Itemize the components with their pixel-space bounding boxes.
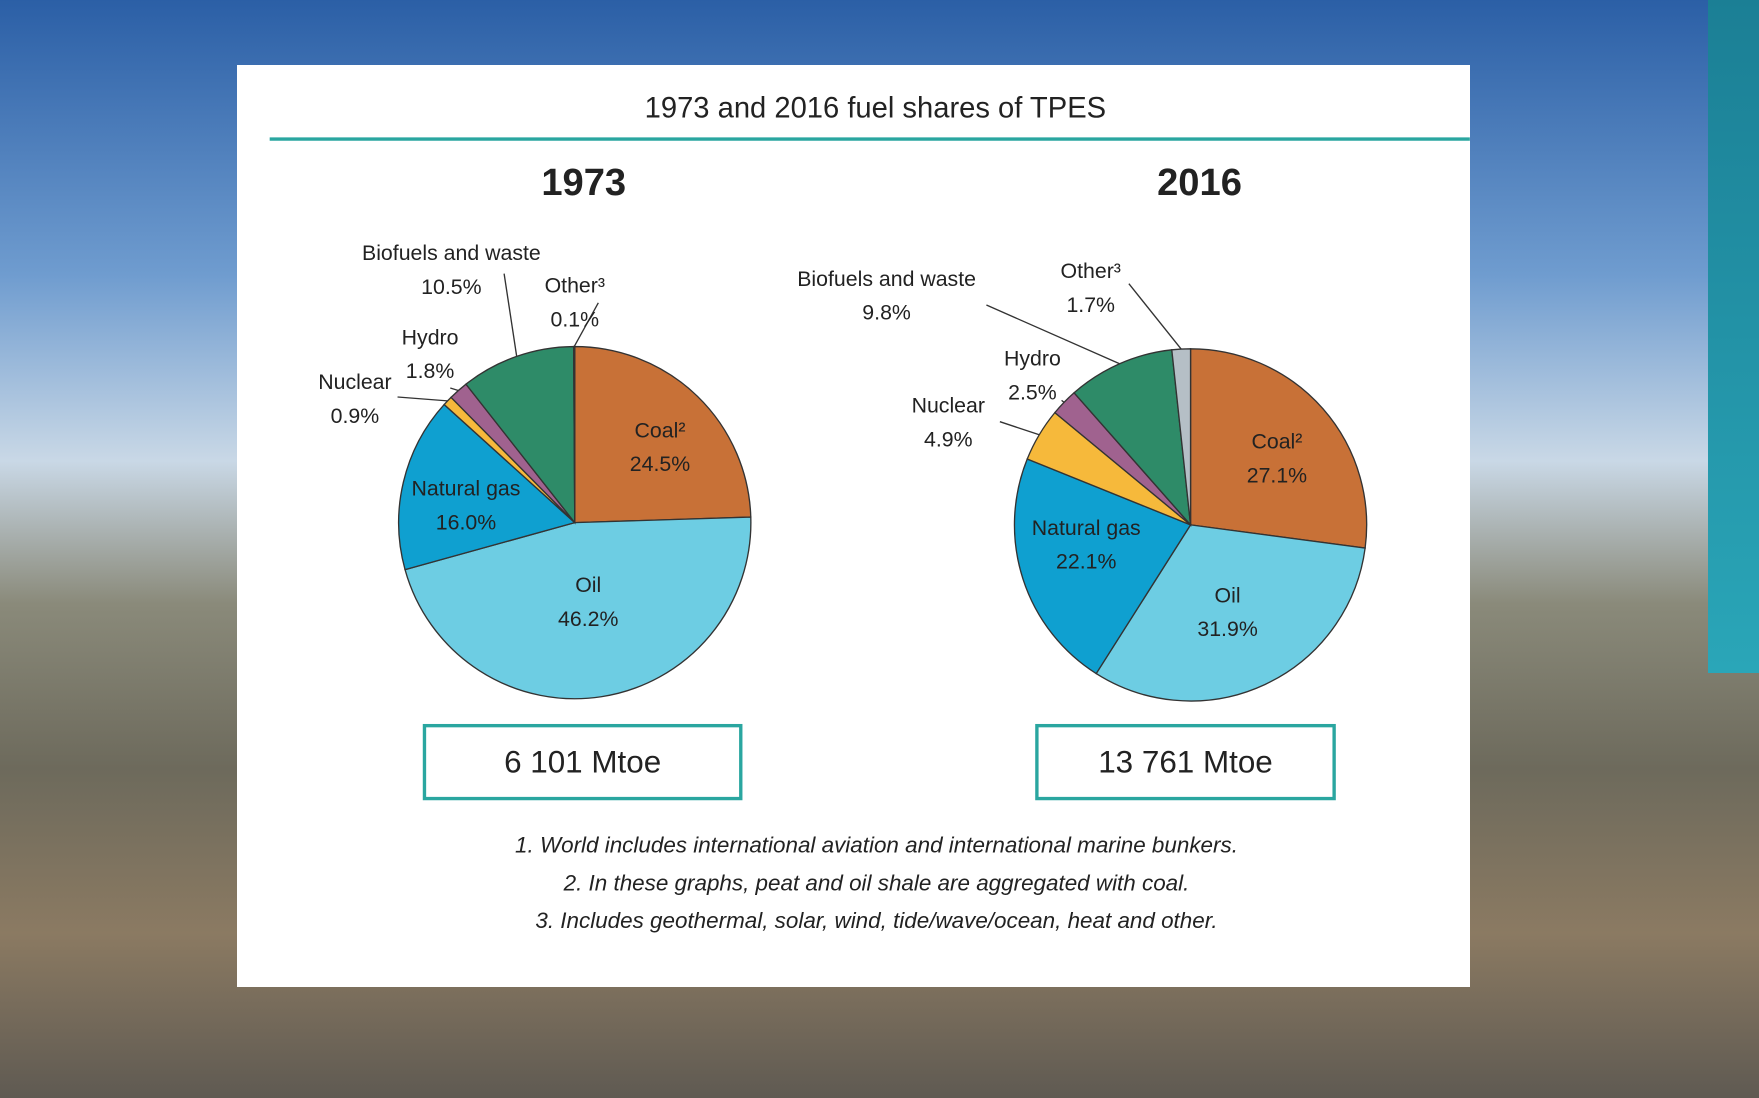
slice-label: Biofuels and waste (362, 241, 541, 265)
leader-line (450, 388, 458, 391)
leader-line (398, 397, 448, 401)
slice-value: 27.1% (1247, 463, 1307, 487)
footnote: 1. World includes international aviation… (515, 833, 1238, 858)
slice-label: Nuclear (912, 394, 985, 418)
slice-label: Natural gas (1032, 516, 1141, 540)
slice-label: Oil (575, 573, 601, 597)
slice-value: 46.2% (558, 607, 618, 631)
chart-title: 1973 and 2016 fuel shares of TPES (645, 93, 1106, 125)
slice-value: 24.5% (630, 452, 690, 476)
slice-value: 16.0% (436, 510, 496, 534)
side-panel (1708, 0, 1759, 673)
slide: 1973 and 2016 fuel shares of TPES 1973 Co… (0, 0, 1759, 1098)
pie-title: 1973 (541, 161, 626, 204)
slice-label: Natural gas (412, 477, 521, 501)
total-label: 13 761 Mtoe (1098, 745, 1273, 780)
slice-value: 22.1% (1056, 550, 1116, 574)
chart: 1973 and 2016 fuel shares of TPES 1973 Co… (237, 65, 1470, 987)
leader-line (504, 274, 517, 357)
slice-label: Coal² (1251, 430, 1302, 454)
pie-title: 2016 (1157, 161, 1242, 204)
slice-value: 0.1% (550, 307, 599, 331)
slice-label: Other³ (1061, 259, 1121, 283)
slice-value: 9.8% (862, 301, 911, 325)
slice-label: Nuclear (318, 370, 391, 394)
slice-label: Hydro (402, 325, 459, 349)
slice-label: Other³ (545, 274, 605, 298)
slice-label: Oil (1215, 583, 1241, 607)
slice-value: 0.9% (331, 404, 380, 428)
slice-label: Coal² (635, 418, 686, 442)
footnote: 2. In these graphs, peat and oil shale a… (563, 870, 1190, 895)
slice-value: 31.9% (1197, 617, 1257, 641)
footnote: 3. Includes geothermal, solar, wind, tid… (535, 908, 1217, 933)
chart-card: 1973 and 2016 fuel shares of TPES 1973 Co… (237, 65, 1470, 987)
leader-line (1062, 400, 1065, 402)
slice-label: Hydro (1004, 347, 1061, 371)
slice-value: 1.8% (406, 359, 455, 383)
leader-line (1000, 422, 1039, 435)
slice-value: 1.7% (1066, 293, 1115, 317)
slice-value: 4.9% (924, 427, 973, 451)
slice-label: Biofuels and waste (797, 267, 976, 291)
total-label: 6 101 Mtoe (504, 745, 661, 780)
slice-value: 2.5% (1008, 380, 1057, 404)
slice-value: 10.5% (421, 275, 481, 299)
leader-line (1129, 284, 1181, 349)
